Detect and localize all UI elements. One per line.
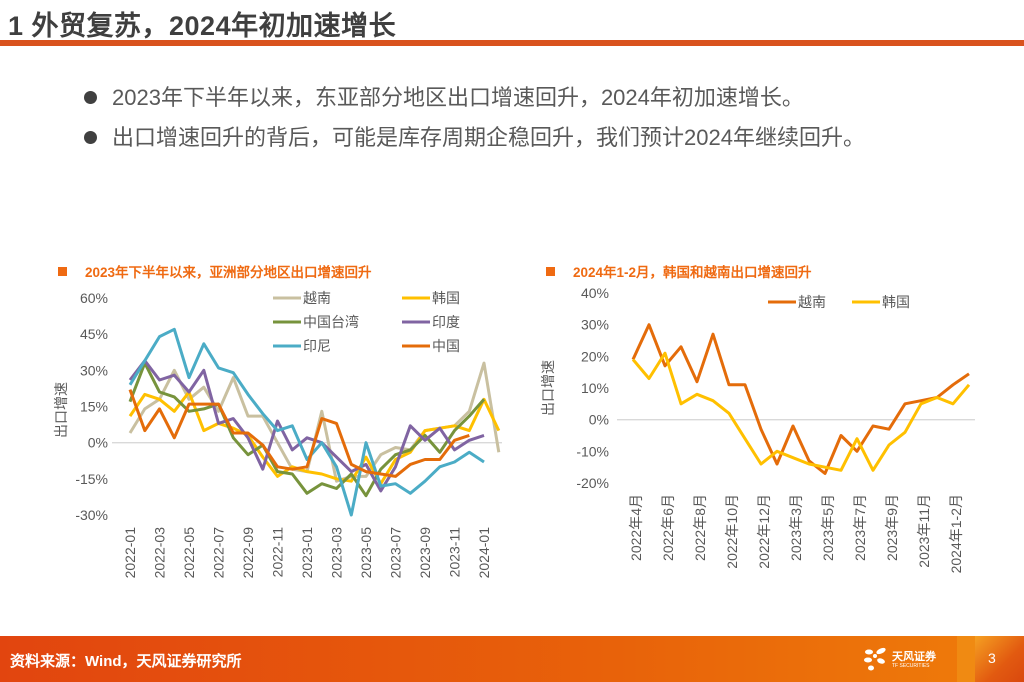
x-tick-label: 2024-01 [476, 527, 492, 579]
x-tick-label: 2022-09 [240, 527, 256, 579]
y-tick-label: 20% [581, 348, 609, 364]
slide-title: 1 外贸复苏，2024年初加速增长 [8, 11, 397, 41]
bullet-list: 2023年下半年以来，东亚部分地区出口增速回升，2024年初加速增长。 出口增速… [84, 78, 984, 158]
y-tick-label: -30% [75, 507, 108, 523]
x-tick-label: 2023-03 [329, 527, 345, 579]
square-bullet-icon [58, 267, 67, 276]
x-tick-label: 2022-03 [152, 527, 168, 579]
x-tick-label: 2024年1-2月 [948, 494, 964, 573]
series-line-2-0 [631, 323, 970, 475]
y-tick-label: 40% [581, 285, 609, 301]
x-tick-label: 2022年8月 [692, 494, 708, 561]
y-tick-label: -20% [576, 475, 609, 491]
x-tick-label: 2023-01 [299, 527, 315, 579]
series-line-1-0 [128, 361, 501, 483]
title-divider [0, 40, 1024, 46]
x-tick-label: 2023年7月 [852, 494, 868, 561]
series-line-1-4 [128, 327, 485, 517]
bullet-item: 出口增速回升的背后，可能是库存周期企稳回升，我们预计2024年继续回升。 [84, 118, 984, 158]
x-tick-label: 2023年5月 [820, 494, 836, 561]
legend-label: 越南 [303, 290, 331, 306]
series-line-2-1 [631, 351, 971, 472]
x-tick-label: 2023-07 [388, 527, 404, 579]
legend-label: 中国 [432, 338, 460, 354]
footer-decoration [957, 636, 975, 682]
flower-logo-icon [864, 647, 886, 671]
series-line-1-3 [128, 359, 485, 493]
x-tick-label: 2022年4月 [628, 494, 644, 561]
series-line-1-2 [128, 361, 486, 498]
y-tick-label: 30% [581, 317, 609, 333]
y-tick-label: -10% [576, 443, 609, 459]
chart1-title: 2023年下半年以来，亚洲部分地区出口增速回升 [58, 261, 372, 281]
x-tick-label: 2023-11 [447, 527, 463, 578]
footer-source: 资料来源：Wind，天风证券研究所 [10, 653, 242, 670]
y-tick-label: 0% [88, 435, 108, 451]
legend-label: 印尼 [303, 338, 331, 354]
x-tick-label: 2022-07 [211, 527, 227, 579]
bullet-dot-icon [84, 91, 97, 104]
y-tick-label: -15% [75, 471, 108, 487]
y-tick-label: 0% [589, 412, 609, 428]
y-axis-label: 出口增速 [53, 382, 69, 438]
x-tick-label: 2022年12月 [756, 494, 772, 569]
page-number: 3 [988, 650, 996, 666]
legend-label: 印度 [432, 314, 460, 330]
x-tick-label: 2022年10月 [724, 494, 740, 569]
footer-decoration [975, 636, 1024, 682]
legend-label: 中国台湾 [303, 314, 359, 330]
y-tick-label: 15% [80, 399, 108, 415]
bullet-item: 2023年下半年以来，东亚部分地区出口增速回升，2024年初加速增长。 [84, 78, 984, 118]
y-axis-label: 出口增速 [540, 360, 556, 416]
x-tick-label: 2023年11月 [916, 494, 932, 568]
x-tick-label: 2023年9月 [884, 494, 900, 561]
y-tick-label: 30% [80, 362, 108, 378]
y-tick-label: 45% [80, 326, 108, 342]
y-tick-label: 10% [581, 380, 609, 396]
legend-label: 韩国 [882, 294, 910, 310]
x-tick-label: 2022年6月 [660, 494, 676, 561]
square-bullet-icon [546, 267, 555, 276]
legend-label: 越南 [798, 294, 826, 310]
bullet-dot-icon [84, 131, 97, 144]
y-tick-label: 60% [80, 290, 108, 306]
footer-bar: 资料来源：Wind，天风证券研究所 天风证券 TF SECURITIES [0, 636, 1024, 682]
x-tick-label: 2022-05 [181, 527, 197, 579]
legend-label: 韩国 [432, 290, 460, 306]
x-tick-label: 2022-11 [270, 527, 286, 578]
x-tick-label: 2023-09 [417, 527, 433, 579]
series-line-1-5 [128, 389, 470, 478]
x-tick-label: 2023-05 [358, 527, 374, 579]
x-tick-label: 2023年3月 [788, 494, 804, 561]
x-tick-label: 2022-01 [122, 527, 138, 579]
chart2-title: 2024年1-2月，韩国和越南出口增速回升 [546, 261, 812, 281]
